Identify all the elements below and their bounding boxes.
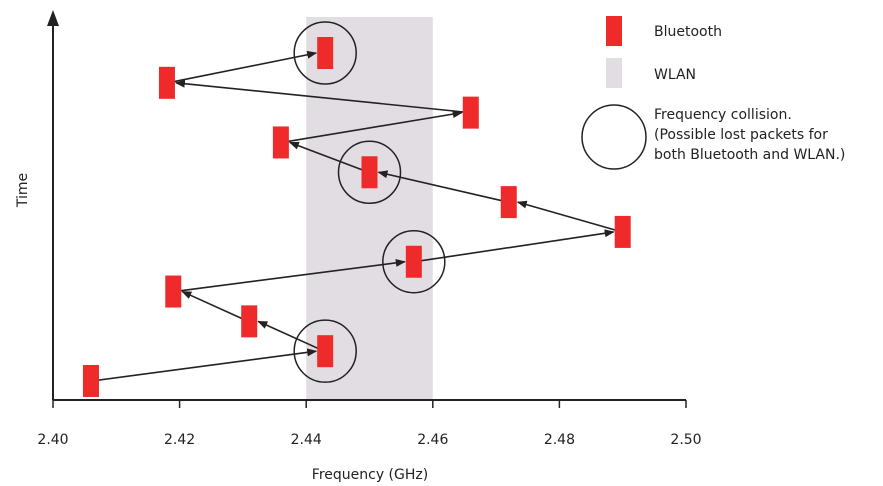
legend: Bluetooth WLAN Frequency collision. (Pos… (581, 16, 845, 170)
bluetooth-packet (500, 186, 517, 219)
bluetooth-packet (272, 126, 289, 159)
x-tick-label: 2.40 (37, 432, 68, 448)
bluetooth-packet (462, 96, 479, 129)
hop-arrow (516, 200, 622, 233)
collision-circle (337, 140, 402, 205)
y-axis-label: Time (15, 173, 31, 208)
legend-collision-line3: both Bluetooth and WLAN.) (654, 147, 845, 163)
legend-collision-line2: (Possible lost packets for (654, 127, 828, 143)
bluetooth-packet (165, 275, 182, 308)
bluetooth-packet (614, 215, 631, 248)
hop-arrow (91, 348, 318, 382)
bluetooth-packet (317, 37, 334, 69)
y-axis-arrow-icon (47, 10, 59, 26)
hop-arrow (174, 258, 406, 293)
hop-arrow (167, 50, 318, 84)
hop-arrow (281, 110, 463, 144)
bluetooth-packet (82, 365, 99, 397)
hop-arrow (257, 320, 325, 352)
legend-bluetooth-label: Bluetooth (654, 24, 722, 40)
hop-packets (82, 37, 631, 397)
hop-arrow (174, 79, 470, 114)
legend-collision-circle (581, 104, 647, 170)
collision-circle (382, 229, 446, 294)
legend-wlan-swatch (606, 58, 622, 88)
bluetooth-packet (241, 305, 258, 338)
legend-wlan-label: WLAN (654, 67, 696, 83)
x-tick-label: 2.46 (417, 432, 448, 448)
x-tick-labels: 2.40 2.42 2.44 2.46 2.48 2.50 (37, 432, 701, 448)
x-tick-label: 2.48 (544, 432, 575, 448)
hop-arrow (414, 229, 615, 263)
x-axis-label: Frequency (GHz) (312, 467, 428, 483)
bluetooth-packet (317, 335, 334, 368)
collision-circle (293, 319, 357, 383)
x-tick-label: 2.50 (670, 432, 701, 448)
collision-circle (293, 21, 357, 85)
bluetooth-packet (158, 66, 175, 99)
hop-arrow (181, 290, 249, 323)
bluetooth-packet (405, 245, 422, 278)
x-tick-label: 2.44 (291, 432, 322, 448)
x-ticks (52, 400, 687, 408)
x-tick-label: 2.42 (164, 432, 195, 448)
hop-arrows (91, 50, 622, 382)
legend-collision-line1: Frequency collision. (654, 107, 792, 123)
collision-circles (293, 21, 446, 383)
hop-arrow (288, 141, 369, 174)
legend-bluetooth-swatch (606, 16, 622, 46)
bluetooth-packet (361, 156, 378, 189)
